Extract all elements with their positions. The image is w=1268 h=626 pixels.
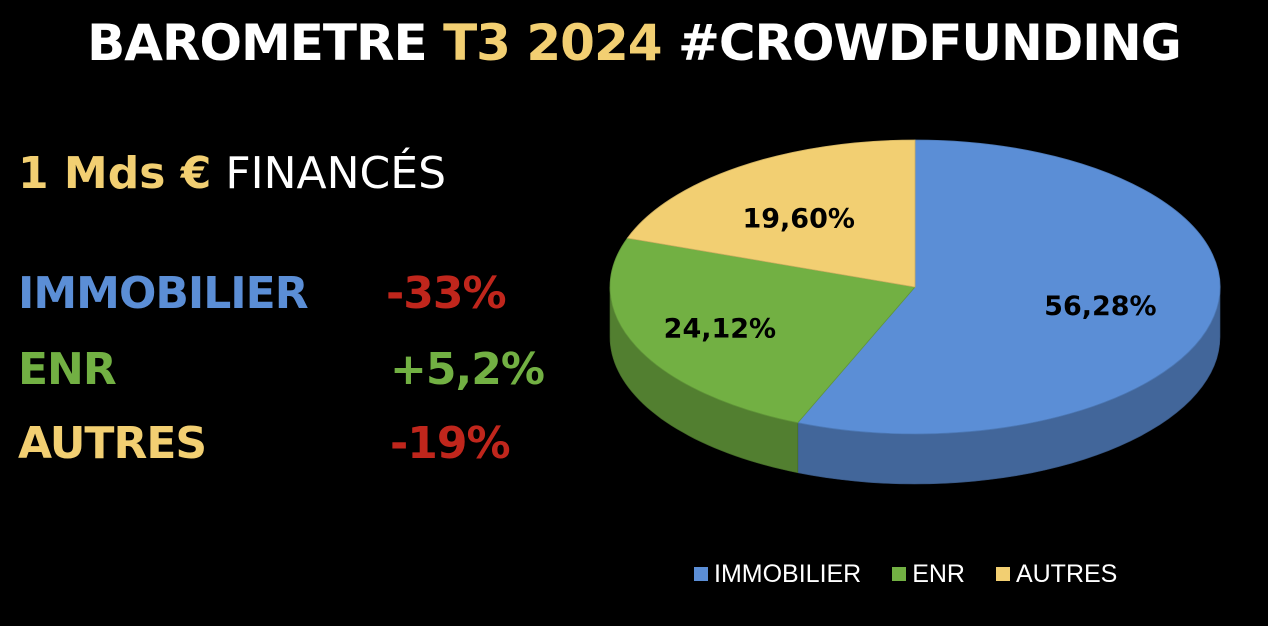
stat-value-autres: -19% bbox=[390, 418, 511, 469]
pie-slice-autres bbox=[626, 139, 916, 288]
pie-slice-enr bbox=[609, 237, 916, 424]
title-part-3: #CROWDFUNDING bbox=[661, 14, 1182, 72]
headline-amount: 1 Mds € bbox=[18, 148, 212, 199]
pie-slice-immobilier bbox=[797, 139, 1221, 435]
stat-label-immobilier: IMMOBILIER bbox=[18, 268, 309, 319]
title-part-2: T3 2024 bbox=[443, 14, 662, 72]
data-label-autres: 19,60% bbox=[742, 203, 854, 234]
pie-chart: 56,28% 24,12% 19,60% bbox=[609, 139, 1221, 485]
stat-value-enr: +5,2% bbox=[390, 344, 545, 395]
stat-value-immobilier: -33% bbox=[386, 268, 507, 319]
data-label-enr: 24,12% bbox=[664, 314, 776, 345]
headline: 1 Mds € FINANCÉS bbox=[18, 148, 446, 199]
legend-item-autres: AUTRES bbox=[995, 560, 1118, 589]
stat-label-autres: AUTRES bbox=[18, 418, 207, 469]
legend-item-immobilier: IMMOBILIER bbox=[694, 560, 861, 589]
legend-label-immobilier: IMMOBILIER bbox=[714, 560, 862, 588]
page-title: BAROMETRE T3 2024 #CROWDFUNDING bbox=[0, 14, 1268, 72]
legend-label-autres: AUTRES bbox=[1015, 560, 1118, 588]
stat-label-enr: ENR bbox=[18, 344, 117, 395]
legend-swatch-immobilier bbox=[694, 567, 708, 581]
legend-swatch-autres bbox=[995, 567, 1010, 581]
data-label-immobilier: 56,28% bbox=[1044, 291, 1156, 322]
chart-legend: IMMOBILIER ENR AUTRES bbox=[694, 560, 1141, 589]
headline-label: FINANCÉS bbox=[211, 148, 446, 199]
legend-swatch-enr bbox=[892, 567, 907, 581]
legend-item-enr: ENR bbox=[892, 560, 965, 589]
legend-label-enr: ENR bbox=[912, 560, 965, 588]
title-part-1: BAROMETRE bbox=[87, 14, 444, 72]
